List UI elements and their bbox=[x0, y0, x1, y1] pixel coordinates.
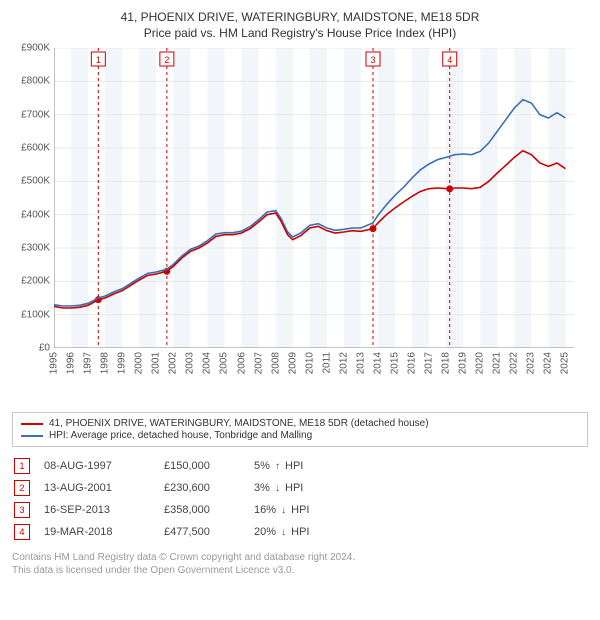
chart-area: £0£100K£200K£300K£400K£500K£600K£700K£80… bbox=[12, 48, 588, 378]
x-tick-label: 2007 bbox=[253, 352, 264, 380]
transaction-diff: 5% ↑ HPI bbox=[254, 460, 354, 472]
legend-label: 41, PHOENIX DRIVE, WATERINGBURY, MAIDSTO… bbox=[49, 418, 429, 429]
plot-region: 1 2 3 4 bbox=[54, 48, 574, 348]
legend-swatch bbox=[21, 435, 43, 437]
x-tick-label: 2016 bbox=[407, 352, 418, 380]
y-tick-label: £500K bbox=[21, 176, 50, 187]
x-tick-label: 2013 bbox=[355, 352, 366, 380]
x-tick-label: 1995 bbox=[49, 352, 60, 380]
transaction-marker: 2 bbox=[14, 480, 30, 496]
y-tick-label: £200K bbox=[21, 276, 50, 287]
x-axis-labels: 1995199619971998199920002001200220032004… bbox=[54, 348, 574, 378]
transaction-diff: 3% ↓ HPI bbox=[254, 482, 354, 494]
x-tick-label: 2006 bbox=[236, 352, 247, 380]
svg-text:2: 2 bbox=[164, 55, 169, 65]
chart-svg: 1 2 3 4 bbox=[54, 48, 574, 348]
footer-line-2: This data is licensed under the Open Gov… bbox=[12, 564, 588, 577]
transaction-price: £230,600 bbox=[164, 482, 254, 494]
x-tick-label: 2004 bbox=[202, 352, 213, 380]
legend-label: HPI: Average price, detached house, Tonb… bbox=[49, 430, 312, 441]
transaction-price: £358,000 bbox=[164, 504, 254, 516]
x-tick-label: 2018 bbox=[441, 352, 452, 380]
x-tick-label: 2009 bbox=[287, 352, 298, 380]
legend: 41, PHOENIX DRIVE, WATERINGBURY, MAIDSTO… bbox=[12, 412, 588, 447]
legend-item: 41, PHOENIX DRIVE, WATERINGBURY, MAIDSTO… bbox=[21, 418, 579, 429]
transaction-row: 1 08-AUG-1997£150,0005% ↑ HPI bbox=[12, 455, 588, 477]
y-tick-label: £400K bbox=[21, 209, 50, 220]
transactions-table: 1 08-AUG-1997£150,0005% ↑ HPI 2 13-AUG-2001… bbox=[12, 455, 588, 543]
transaction-row: 4 19-MAR-2018£477,50020% ↓ HPI bbox=[12, 521, 588, 543]
x-tick-label: 2017 bbox=[424, 352, 435, 380]
x-tick-label: 1999 bbox=[117, 352, 128, 380]
y-tick-label: £700K bbox=[21, 109, 50, 120]
transaction-date: 13-AUG-2001 bbox=[44, 482, 164, 494]
x-tick-label: 1997 bbox=[83, 352, 94, 380]
x-tick-label: 2022 bbox=[509, 352, 520, 380]
footer-line-1: Contains HM Land Registry data © Crown c… bbox=[12, 551, 588, 564]
x-tick-label: 2014 bbox=[372, 352, 383, 380]
x-tick-label: 2020 bbox=[475, 352, 486, 380]
transaction-price: £150,000 bbox=[164, 460, 254, 472]
transaction-date: 08-AUG-1997 bbox=[44, 460, 164, 472]
transaction-price: £477,500 bbox=[164, 526, 254, 538]
transaction-marker: 1 bbox=[14, 458, 30, 474]
x-tick-label: 2005 bbox=[219, 352, 230, 380]
x-tick-label: 2024 bbox=[543, 352, 554, 380]
x-tick-label: 2012 bbox=[338, 352, 349, 380]
legend-swatch bbox=[21, 423, 43, 425]
y-axis-labels: £0£100K£200K£300K£400K£500K£600K£700K£80… bbox=[12, 48, 54, 348]
transaction-date: 19-MAR-2018 bbox=[44, 526, 164, 538]
x-tick-label: 2002 bbox=[168, 352, 179, 380]
y-tick-label: £900K bbox=[21, 43, 50, 54]
svg-text:1: 1 bbox=[96, 55, 101, 65]
x-tick-label: 2008 bbox=[270, 352, 281, 380]
x-tick-label: 2015 bbox=[389, 352, 400, 380]
x-tick-label: 2001 bbox=[151, 352, 162, 380]
transaction-diff: 20% ↓ HPI bbox=[254, 526, 354, 538]
x-tick-label: 2023 bbox=[526, 352, 537, 380]
transaction-row: 3 16-SEP-2013£358,00016% ↓ HPI bbox=[12, 499, 588, 521]
x-tick-label: 1998 bbox=[100, 352, 111, 380]
footer-attribution: Contains HM Land Registry data © Crown c… bbox=[12, 551, 588, 577]
transaction-date: 16-SEP-2013 bbox=[44, 504, 164, 516]
chart-title: 41, PHOENIX DRIVE, WATERINGBURY, MAIDSTO… bbox=[12, 10, 588, 24]
x-tick-label: 2000 bbox=[134, 352, 145, 380]
y-tick-label: £300K bbox=[21, 243, 50, 254]
svg-text:4: 4 bbox=[447, 55, 452, 65]
transaction-row: 2 13-AUG-2001£230,6003% ↓ HPI bbox=[12, 477, 588, 499]
y-tick-label: £800K bbox=[21, 76, 50, 87]
x-tick-label: 2019 bbox=[458, 352, 469, 380]
transaction-marker: 4 bbox=[14, 524, 30, 540]
x-tick-label: 2010 bbox=[304, 352, 315, 380]
y-tick-label: £100K bbox=[21, 309, 50, 320]
transaction-diff: 16% ↓ HPI bbox=[254, 504, 354, 516]
x-tick-label: 2003 bbox=[185, 352, 196, 380]
transaction-marker: 3 bbox=[14, 502, 30, 518]
x-tick-label: 2011 bbox=[321, 352, 332, 380]
legend-item: HPI: Average price, detached house, Tonb… bbox=[21, 430, 579, 441]
chart-subtitle: Price paid vs. HM Land Registry's House … bbox=[12, 26, 588, 40]
x-tick-label: 2021 bbox=[492, 352, 503, 380]
x-tick-label: 1996 bbox=[66, 352, 77, 380]
x-tick-label: 2025 bbox=[560, 352, 571, 380]
svg-text:3: 3 bbox=[370, 55, 375, 65]
y-tick-label: £600K bbox=[21, 143, 50, 154]
title-block: 41, PHOENIX DRIVE, WATERINGBURY, MAIDSTO… bbox=[12, 10, 588, 40]
